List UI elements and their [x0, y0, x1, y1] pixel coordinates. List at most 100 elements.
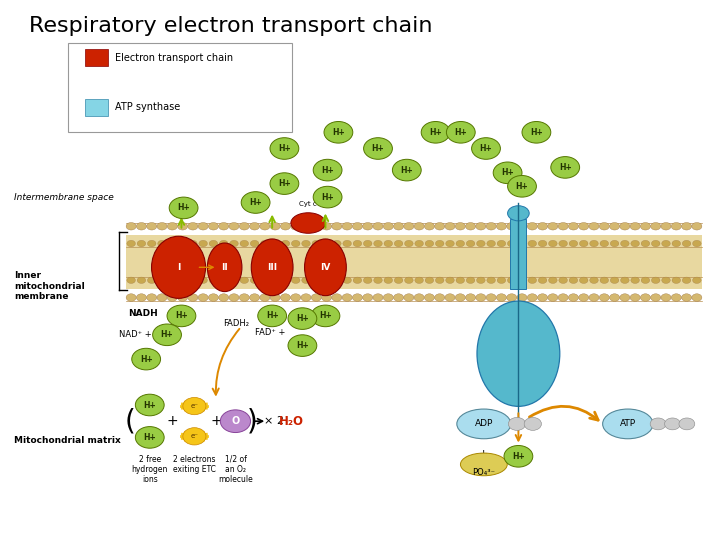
Circle shape	[466, 222, 476, 230]
Text: e⁻: e⁻	[190, 433, 199, 440]
Circle shape	[466, 294, 476, 301]
Circle shape	[693, 277, 701, 284]
Circle shape	[641, 277, 649, 284]
Circle shape	[661, 294, 671, 301]
Circle shape	[127, 240, 135, 247]
Text: H+: H+	[480, 144, 492, 153]
Circle shape	[135, 427, 164, 448]
Circle shape	[610, 222, 620, 230]
Circle shape	[288, 308, 317, 329]
Circle shape	[157, 294, 167, 301]
Circle shape	[671, 294, 681, 301]
Circle shape	[179, 240, 187, 247]
Circle shape	[683, 277, 691, 284]
Circle shape	[569, 277, 577, 284]
Circle shape	[496, 222, 506, 230]
Text: H+: H+	[559, 163, 572, 172]
Circle shape	[630, 222, 640, 230]
Circle shape	[445, 294, 455, 301]
Text: H₂O: H₂O	[279, 415, 304, 428]
Circle shape	[425, 277, 433, 284]
Circle shape	[692, 294, 702, 301]
Circle shape	[467, 240, 475, 247]
Circle shape	[271, 240, 279, 247]
Circle shape	[135, 394, 164, 416]
Circle shape	[415, 240, 423, 247]
Text: H+: H+	[177, 204, 190, 212]
Circle shape	[127, 277, 135, 284]
Circle shape	[394, 222, 404, 230]
Circle shape	[524, 417, 541, 430]
Text: H+: H+	[321, 166, 334, 174]
Circle shape	[384, 240, 392, 247]
Text: H+: H+	[143, 401, 156, 409]
Circle shape	[220, 410, 251, 433]
Circle shape	[477, 277, 485, 284]
Circle shape	[239, 222, 249, 230]
Circle shape	[239, 294, 249, 301]
Circle shape	[148, 240, 156, 247]
Circle shape	[527, 222, 537, 230]
Circle shape	[476, 222, 486, 230]
Ellipse shape	[152, 237, 206, 298]
Circle shape	[353, 277, 361, 284]
Text: ATP synthase: ATP synthase	[115, 103, 181, 112]
Circle shape	[640, 222, 650, 230]
Circle shape	[311, 305, 340, 327]
Circle shape	[476, 294, 486, 301]
Circle shape	[477, 240, 485, 247]
Circle shape	[507, 222, 517, 230]
Circle shape	[414, 294, 424, 301]
Circle shape	[425, 240, 433, 247]
Circle shape	[209, 240, 217, 247]
Circle shape	[352, 222, 362, 230]
Circle shape	[364, 277, 372, 284]
Circle shape	[136, 222, 146, 230]
Circle shape	[414, 222, 424, 230]
Circle shape	[467, 277, 475, 284]
Circle shape	[456, 240, 464, 247]
Circle shape	[292, 240, 300, 247]
Ellipse shape	[477, 301, 560, 407]
Text: Cyt c: Cyt c	[300, 201, 317, 207]
Circle shape	[507, 294, 517, 301]
Circle shape	[589, 222, 599, 230]
Text: H+: H+	[249, 198, 262, 207]
Circle shape	[281, 240, 289, 247]
Text: H+: H+	[175, 312, 188, 320]
Text: 1/2 of
an O₂
molecule: 1/2 of an O₂ molecule	[218, 455, 253, 484]
Text: H+: H+	[454, 128, 467, 137]
Text: H+: H+	[266, 312, 279, 320]
Circle shape	[580, 277, 588, 284]
Circle shape	[611, 277, 619, 284]
Circle shape	[332, 294, 342, 301]
Circle shape	[137, 240, 145, 247]
Text: III: III	[267, 263, 277, 272]
Circle shape	[394, 294, 404, 301]
Circle shape	[167, 305, 196, 327]
Circle shape	[549, 277, 557, 284]
Circle shape	[551, 157, 580, 178]
Circle shape	[168, 240, 176, 247]
Circle shape	[662, 277, 670, 284]
Circle shape	[621, 277, 629, 284]
Circle shape	[323, 277, 331, 284]
FancyBboxPatch shape	[85, 99, 108, 116]
Circle shape	[364, 240, 372, 247]
Ellipse shape	[457, 409, 511, 438]
Circle shape	[280, 222, 290, 230]
Circle shape	[692, 222, 702, 230]
FancyBboxPatch shape	[85, 49, 108, 66]
Circle shape	[189, 240, 197, 247]
Circle shape	[383, 222, 393, 230]
Circle shape	[126, 294, 136, 301]
Circle shape	[650, 418, 666, 430]
Text: H+: H+	[296, 341, 309, 350]
Circle shape	[291, 222, 301, 230]
Circle shape	[538, 222, 548, 230]
Circle shape	[250, 294, 260, 301]
Circle shape	[301, 222, 311, 230]
Circle shape	[522, 122, 551, 143]
Circle shape	[631, 240, 639, 247]
Circle shape	[261, 277, 269, 284]
